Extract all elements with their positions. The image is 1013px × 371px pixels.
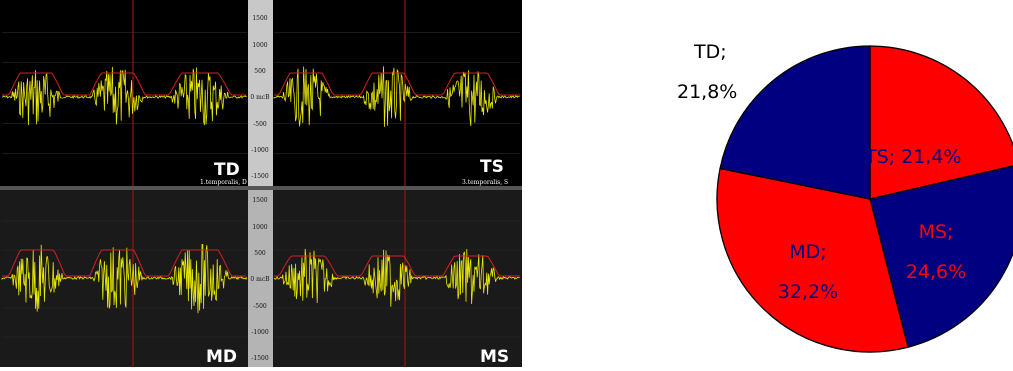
pie-slice-td — [719, 45, 871, 200]
tick-top-2: 500 — [254, 68, 266, 75]
pie-label-td-line2: 21,8% — [677, 81, 737, 103]
emg-signal-trace-md — [1, 243, 248, 314]
emg-envelope-md — [2, 249, 246, 277]
pie-slice-ts — [869, 45, 1013, 200]
panel-title-md: MD — [206, 347, 237, 367]
pie-slice-md — [716, 167, 909, 353]
pie-label-md-line1: MD; — [789, 241, 826, 263]
tick-bottom-5: -1000 — [251, 329, 268, 336]
tick-bottom-1: 1000 — [252, 224, 267, 231]
emg-envelope-ts — [274, 72, 520, 96]
tick-bottom-3: 0 mcB — [250, 276, 270, 283]
pie-label-ts: TS; 21,4% — [864, 146, 961, 168]
emg-signal-trace-ts — [273, 66, 520, 127]
emg-signal-trace-td — [1, 66, 247, 126]
axis-strip-bottom — [248, 190, 273, 367]
pie-slice-ms — [869, 165, 1013, 348]
channel-label-td: 1.temporalis, D — [200, 179, 247, 186]
tick-bottom-6: -1500 — [251, 355, 268, 362]
emg-signals — [1, 66, 520, 314]
tick-top-0: 1500 — [252, 15, 267, 22]
tick-top-1: 1000 — [252, 42, 267, 49]
channel-label-ts: 3.temporalis, S — [462, 179, 508, 186]
tick-top-3: 0 mcB — [250, 94, 270, 101]
grid-panel-0 — [2, 32, 247, 154]
panel-divider — [0, 186, 522, 190]
tick-top-4: -500 — [253, 121, 267, 128]
axis-ticks-bottom: 1500 1000 500 0 mcB -500 -1000 -1500 — [250, 197, 270, 362]
pie-slices — [716, 45, 1013, 353]
axis-strip-top — [248, 0, 273, 186]
pie-label-md-line2: 32,2% — [778, 281, 838, 303]
grid-panel-3 — [274, 220, 520, 338]
pie-label-td-line1: TD; — [693, 41, 727, 63]
emg-envelope-ms — [274, 255, 520, 277]
tick-top-6: -1500 — [251, 173, 268, 180]
tick-top-5: -1000 — [251, 147, 268, 154]
emg-envelope-td — [2, 72, 246, 96]
emg-recordings-panel: 1500 1000 500 0 mcB -500 -1000 -1500 150… — [0, 0, 522, 367]
tick-bottom-4: -500 — [253, 303, 267, 310]
pie-label-ms-line1: MS; — [919, 221, 954, 243]
panel-title-ms: MS — [480, 347, 509, 367]
tick-bottom-2: 500 — [254, 250, 266, 257]
pie-chart-panel: TD; 21,8% TS; 21,4% MS; 24,6% MD; 32,2% — [600, 0, 1013, 367]
emg-recordings-svg: 1500 1000 500 0 mcB -500 -1000 -1500 150… — [0, 0, 522, 367]
axis-ticks-top: 1500 1000 500 0 mcB -500 -1000 -1500 — [250, 15, 270, 180]
panel-title-ts: TS — [480, 157, 504, 177]
panel-title-td: TD — [214, 160, 240, 180]
pie-chart-svg: TD; 21,8% TS; 21,4% MS; 24,6% MD; 32,2% — [677, 41, 1013, 353]
panel-bg-ms — [273, 190, 522, 367]
pie-label-ms-line2: 24,6% — [906, 261, 966, 283]
tick-bottom-0: 1500 — [252, 197, 267, 204]
